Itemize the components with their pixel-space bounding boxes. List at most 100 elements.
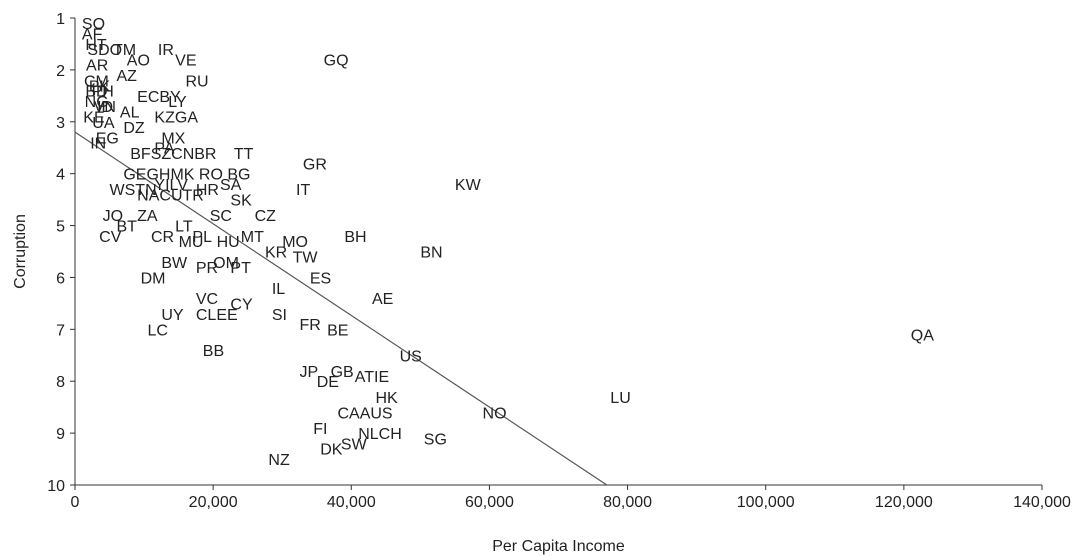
point-label: AR bbox=[86, 58, 108, 75]
point-label: KR bbox=[265, 245, 287, 262]
point-label: LT bbox=[175, 219, 193, 236]
y-tick-label: 10 bbox=[47, 478, 65, 495]
point-label: DK bbox=[320, 442, 343, 459]
point-label: MT bbox=[241, 229, 264, 246]
point-label: ECBY bbox=[137, 89, 181, 106]
point-label: HU bbox=[217, 234, 240, 251]
point-label: VC bbox=[196, 291, 218, 308]
point-label: BT bbox=[116, 219, 137, 236]
x-tick-label: 0 bbox=[71, 494, 80, 511]
point-label: PL bbox=[192, 229, 212, 246]
point-label: SO bbox=[82, 16, 105, 33]
point-label: OM bbox=[213, 255, 239, 272]
point-label: NACUTR bbox=[137, 187, 204, 204]
point-label: ID bbox=[97, 99, 113, 116]
point-label: GB bbox=[331, 364, 354, 381]
point-label: RU bbox=[186, 73, 209, 90]
point-label: BN bbox=[420, 245, 442, 262]
point-label: NLCH bbox=[358, 426, 402, 443]
point-label: AZ bbox=[116, 68, 137, 85]
point-label: IR bbox=[158, 42, 174, 59]
x-tick-label: 100,000 bbox=[737, 494, 795, 511]
point-label: FR bbox=[299, 317, 320, 334]
point-label: WSTN bbox=[110, 182, 157, 199]
point-label: SK bbox=[230, 193, 252, 210]
point-label: KE bbox=[83, 110, 104, 127]
point-label: HR bbox=[196, 182, 219, 199]
x-tick-label: 40,000 bbox=[327, 494, 376, 511]
point-label: IN bbox=[90, 136, 106, 153]
trend-line-group bbox=[74, 131, 608, 486]
point-label: DE bbox=[317, 374, 339, 391]
x-tick-label: 20,000 bbox=[189, 494, 238, 511]
point-label: MO bbox=[282, 234, 308, 251]
point-label: CY bbox=[230, 296, 253, 313]
point-label: CAAUS bbox=[337, 405, 392, 422]
point-label: AE bbox=[372, 291, 393, 308]
point-label: BH bbox=[344, 229, 366, 246]
axes: 1 2 3 4 5 6 7 8 9 10 0 20,000 40,000 60,000 80,000 100,… bbox=[47, 11, 1071, 511]
point-label: JO bbox=[103, 208, 123, 225]
point-label: VE bbox=[175, 53, 196, 70]
point-label: PK bbox=[89, 78, 111, 95]
point-label: DZ bbox=[123, 120, 145, 137]
point-label: AF bbox=[82, 27, 103, 44]
point-label: PH bbox=[92, 84, 114, 101]
point-label: SI bbox=[272, 307, 287, 324]
y-axis-title: Corruption bbox=[12, 214, 29, 289]
point-label: ZA bbox=[137, 208, 158, 225]
point-label: CR bbox=[151, 229, 174, 246]
point-label: KZGA bbox=[154, 110, 198, 127]
point-label: TW bbox=[293, 250, 319, 267]
point-label: TT bbox=[234, 146, 254, 163]
point-label: PR bbox=[196, 260, 218, 277]
point-label: CV bbox=[99, 229, 122, 246]
y-tick-label: 2 bbox=[56, 63, 65, 80]
point-label: VN bbox=[94, 99, 116, 116]
y-tick-label: 5 bbox=[56, 219, 65, 236]
y-tick-label: 4 bbox=[56, 167, 65, 184]
point-label: PA bbox=[154, 141, 174, 158]
point-label: ES bbox=[310, 270, 331, 287]
point-label: AL bbox=[120, 104, 140, 121]
point-label: GEGHMK RO BG bbox=[123, 167, 250, 184]
x-tick-label: 60,000 bbox=[465, 494, 514, 511]
point-label: SW bbox=[341, 436, 368, 453]
point-label: UY bbox=[161, 307, 184, 324]
point-label: HT bbox=[85, 37, 107, 54]
point-label: GR bbox=[303, 156, 327, 173]
point-label: BD bbox=[85, 84, 107, 101]
point-label: LC bbox=[148, 322, 168, 339]
point-label: LU bbox=[610, 390, 630, 407]
point-label: LY bbox=[168, 94, 187, 111]
point-label: YILV bbox=[154, 177, 188, 194]
y-tick-label: 8 bbox=[56, 374, 65, 391]
point-label: NZ bbox=[268, 452, 290, 469]
point-label: GQ bbox=[324, 53, 349, 70]
point-label: NG bbox=[85, 94, 109, 111]
point-label: FI bbox=[313, 421, 327, 438]
point-label: SC bbox=[210, 208, 232, 225]
point-label: UA bbox=[92, 115, 115, 132]
x-tick-label: 120,000 bbox=[875, 494, 933, 511]
point-label: SA bbox=[220, 177, 242, 194]
point-label: SG bbox=[424, 431, 447, 448]
point-label: KW bbox=[455, 177, 482, 194]
x-tick-label: 80,000 bbox=[603, 494, 652, 511]
point-label: JP bbox=[299, 364, 318, 381]
point-label: BFSZCNBR bbox=[130, 146, 216, 163]
point-label: CLEE bbox=[196, 307, 238, 324]
point-label: DM bbox=[141, 270, 166, 287]
y-tick-label: 1 bbox=[56, 11, 65, 28]
y-tick-label: 3 bbox=[56, 115, 65, 132]
x-axis-title: Per Capita Income bbox=[492, 538, 625, 555]
point-label: CM bbox=[84, 73, 109, 90]
y-tick-label: 9 bbox=[56, 426, 65, 443]
point-label: AO bbox=[127, 53, 150, 70]
point-label: HK bbox=[375, 390, 398, 407]
point-label: CZ bbox=[255, 208, 277, 225]
point-label: BB bbox=[203, 343, 224, 360]
point-label: PT bbox=[230, 260, 251, 277]
